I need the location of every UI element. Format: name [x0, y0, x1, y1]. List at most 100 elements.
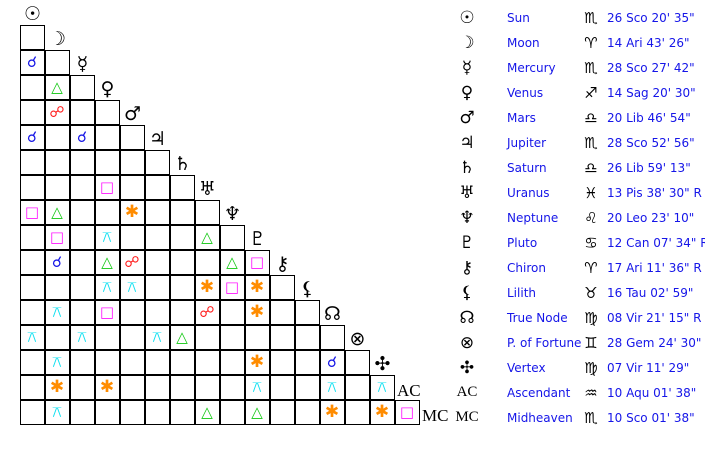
- grid-cell: △: [194, 399, 220, 425]
- neptune-icon: ♆: [459, 207, 475, 228]
- grid-cell: [144, 224, 170, 250]
- planet-position: 08 Vir 21' 15" R: [607, 310, 702, 325]
- grid-cell: △: [44, 199, 70, 225]
- quincunx-icon: ⚻: [52, 352, 62, 371]
- quincunx-icon: ⚻: [27, 327, 37, 346]
- quincunx-icon: ⚻: [152, 327, 162, 346]
- planet-row: ♇ Pluto ♋ 12 Can 07' 34" R: [452, 230, 705, 255]
- grid-cell: ✱: [94, 374, 120, 400]
- grid-cell: [19, 74, 45, 100]
- grid-cell: [19, 24, 45, 50]
- grid-cell: [144, 249, 170, 275]
- grid-cell: ⚻: [44, 299, 70, 325]
- sextile-icon: ✱: [374, 401, 390, 422]
- mercury-icon: ☿: [76, 53, 89, 75]
- grid-cell: [94, 349, 120, 375]
- gemini-icon: ♊: [584, 333, 598, 352]
- grid-cell: [19, 174, 45, 200]
- scorpio-icon: ♏: [584, 408, 598, 427]
- grid-cell: [169, 349, 195, 375]
- planet-name: Uranus: [507, 185, 550, 200]
- grid-cell: [119, 124, 145, 150]
- grid-cell: □: [19, 199, 45, 225]
- grid-cell: [169, 274, 195, 300]
- jupiter-icon: ♃: [148, 128, 167, 150]
- planet-position: 20 Lib 46' 54": [607, 110, 691, 125]
- sagittarius-icon: ♐: [584, 83, 598, 102]
- grid-cell: [69, 274, 95, 300]
- cancer-icon: ♋: [584, 233, 598, 252]
- scorpio-icon: ♏: [584, 8, 598, 27]
- grid-cell: [169, 299, 195, 325]
- grid-cell: [144, 299, 170, 325]
- part-of-fortune-icon: ⊗: [349, 328, 366, 350]
- grid-cell: △: [94, 249, 120, 275]
- grid-cell: [269, 399, 295, 425]
- vertex-icon: ✣: [374, 353, 391, 375]
- planet-position: 14 Ari 43' 26": [607, 35, 690, 50]
- trine-icon: △: [226, 252, 238, 271]
- planet-position: 10 Sco 01' 38": [607, 410, 695, 425]
- grid-cell: [294, 399, 320, 425]
- planet-name: Midheaven: [507, 410, 573, 425]
- grid-cell: □: [94, 174, 120, 200]
- grid-cell: [19, 274, 45, 300]
- planet-position: 14 Sag 20' 30": [607, 85, 696, 100]
- planet-row: ♅ Uranus ♓ 13 Pis 38' 30" R: [452, 180, 705, 205]
- planet-position: 10 Aqu 01' 38": [607, 385, 697, 400]
- grid-cell: ✱: [369, 399, 395, 425]
- grid-cell: ✱: [244, 299, 270, 325]
- grid-cell: [294, 324, 320, 350]
- grid-cell: ⚻: [69, 324, 95, 350]
- grid-cell: [144, 349, 170, 375]
- conjunction-icon: ☌: [76, 127, 88, 146]
- grid-cell: [269, 349, 295, 375]
- quincunx-icon: ⚻: [52, 302, 62, 321]
- grid-cell: [144, 274, 170, 300]
- grid-cell: ✱: [119, 199, 145, 225]
- grid-cell: [19, 299, 45, 325]
- leo-icon: ♌: [584, 208, 598, 227]
- grid-cell: ⚻: [144, 324, 170, 350]
- part-of-fortune-icon: ⊗: [459, 332, 475, 353]
- sun-icon: ☉: [23, 3, 42, 25]
- grid-cell: [44, 124, 70, 150]
- grid-cell: [94, 149, 120, 175]
- grid-cell: [219, 374, 245, 400]
- opposition-icon: ☍: [49, 102, 65, 121]
- grid-cell: [69, 74, 95, 100]
- grid-cell: [319, 324, 345, 350]
- quincunx-icon: ⚻: [52, 402, 62, 421]
- planet-row: ♀ Venus ♐ 14 Sag 20' 30": [452, 80, 705, 105]
- grid-cell: ☌: [19, 49, 45, 75]
- quincunx-icon: ⚻: [127, 277, 137, 296]
- grid-cell: ✱: [244, 274, 270, 300]
- planet-position: 12 Can 07' 34" R: [607, 235, 705, 250]
- sextile-icon: ✱: [249, 276, 265, 297]
- grid-cell: [19, 99, 45, 125]
- moon-icon: ☽: [48, 28, 67, 50]
- grid-cell: [94, 199, 120, 225]
- grid-cell: [344, 399, 370, 425]
- libra-icon: ♎: [584, 108, 598, 127]
- venus-icon: ♀: [460, 82, 474, 103]
- grid-cell: △: [44, 74, 70, 100]
- grid-cell: ⚻: [44, 349, 70, 375]
- planet-position: 28 Gem 24' 30": [607, 335, 702, 350]
- grid-cell: ☌: [19, 124, 45, 150]
- grid-cell: [119, 349, 145, 375]
- sextile-icon: ✱: [124, 201, 140, 222]
- chiron-icon: ⚷: [460, 257, 474, 278]
- quincunx-icon: ⚻: [252, 377, 262, 396]
- square-icon: □: [49, 227, 65, 246]
- aries-icon: ♈: [584, 258, 598, 277]
- jupiter-icon: ♃: [459, 132, 475, 153]
- planet-name: Neptune: [507, 210, 559, 225]
- grid-cell: □: [244, 249, 270, 275]
- grid-cell: [44, 274, 70, 300]
- grid-cell: [119, 149, 145, 175]
- grid-cell: ☌: [319, 349, 345, 375]
- chiron-icon: ⚷: [275, 253, 290, 275]
- moon-icon: ☽: [459, 32, 475, 53]
- grid-cell: [69, 399, 95, 425]
